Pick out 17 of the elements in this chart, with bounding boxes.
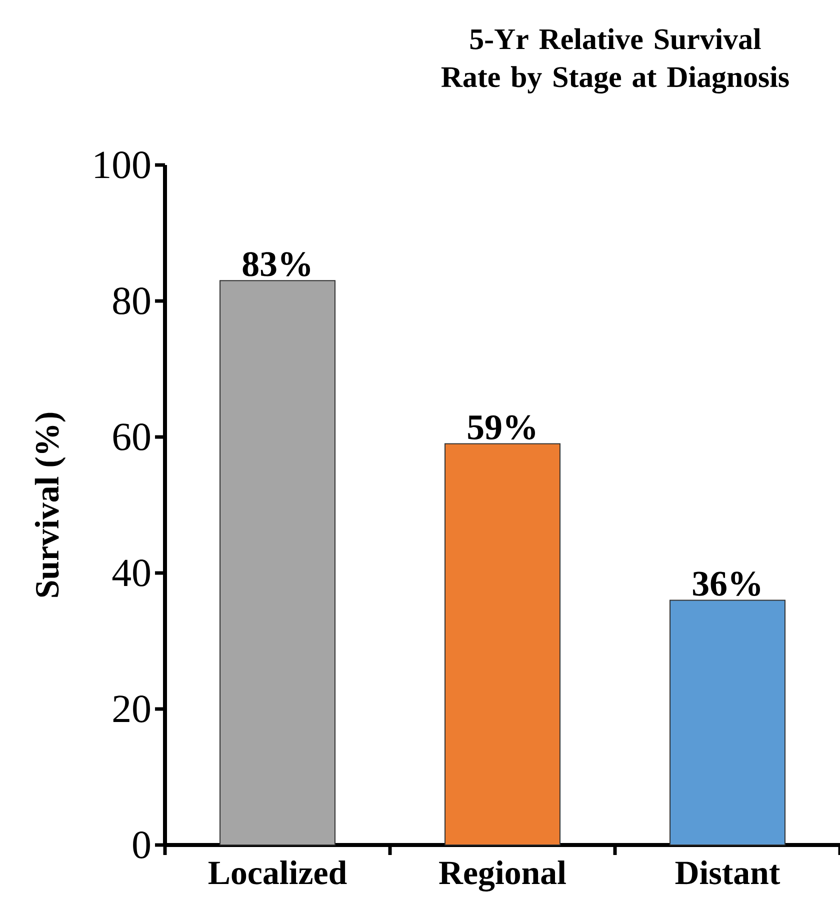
bar <box>444 443 560 846</box>
bar <box>220 280 336 846</box>
x-tick-label: Regional <box>439 860 566 892</box>
y-tick-label: 80 <box>113 288 150 314</box>
data-label: 59% <box>468 415 535 440</box>
y-tick-label: 40 <box>112 560 150 586</box>
data-label: 36% <box>692 572 760 596</box>
x-tick-label: Localized <box>208 860 347 884</box>
y-tick-label: 20 <box>113 696 150 722</box>
bar <box>670 600 786 846</box>
y-tick-label: 0 <box>133 832 150 858</box>
x-tick-label: Distant <box>675 860 780 884</box>
data-label: 83% <box>242 252 310 276</box>
y-axis-title: Survival (%) <box>34 412 66 597</box>
y-tick-label: 100 <box>95 152 150 178</box>
chart-title: 5-Yr Relative Survival Rate by Stage at Diagnosis <box>441 28 789 94</box>
y-tick-label: 60 <box>113 424 150 450</box>
